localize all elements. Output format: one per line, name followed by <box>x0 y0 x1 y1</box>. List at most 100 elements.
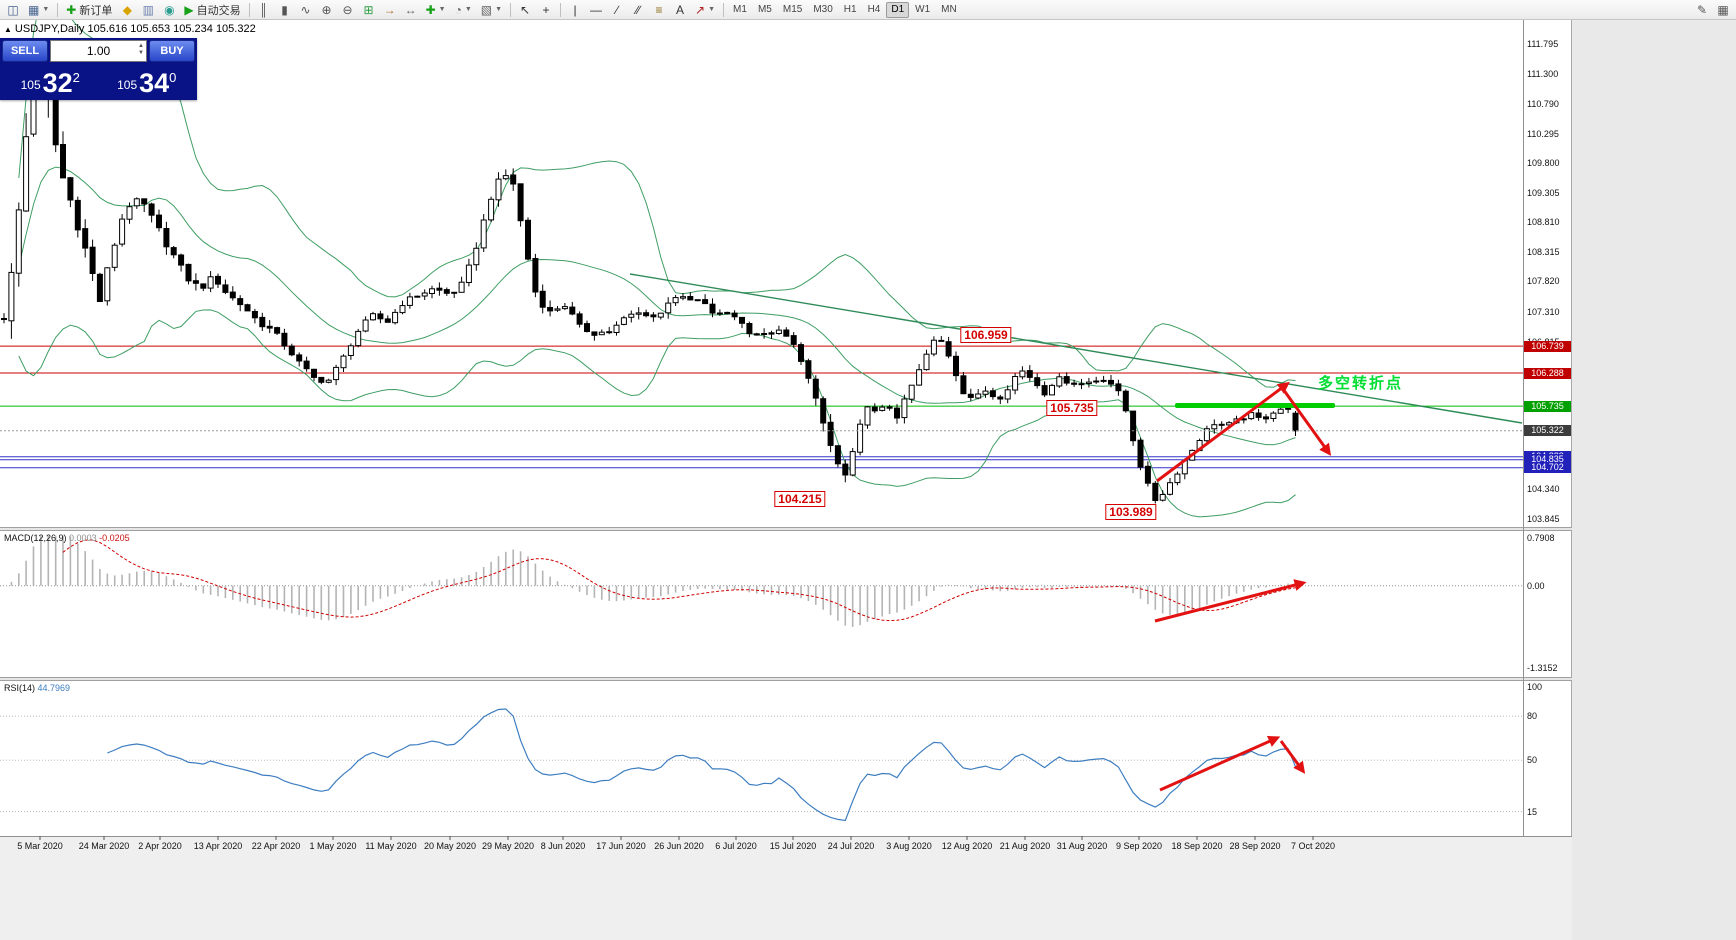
macd-header: MACD(12,26,9) 0.0003 -0.0205 <box>4 533 130 543</box>
one-click-trading-panel: SELL 1.00 ▲ ▼ BUY 105 32 2 105 34 0 <box>0 38 197 100</box>
bid-quote[interactable]: 105 32 2 <box>2 62 99 98</box>
symbol-name: USDJPY,Daily <box>14 23 85 35</box>
price-annotation-label[interactable]: 106.959 <box>960 327 1012 343</box>
timeframe-w1-button-label: W1 <box>915 4 931 15</box>
layout-icon: ▦ <box>1717 2 1729 17</box>
macd-axis-label: 0.7908 <box>1527 533 1555 543</box>
price-axis-label: 111.795 <box>1527 39 1559 49</box>
layout-button[interactable]: ▦ <box>1713 1 1733 19</box>
volume-value: 1.00 <box>86 44 111 58</box>
edit-button[interactable]: ✎ <box>1692 1 1712 19</box>
dropdown-caret-icon: ▼ <box>464 6 472 13</box>
horizontal-line-icon: — <box>590 2 603 17</box>
trendline-button[interactable]: ∕ <box>607 1 627 19</box>
autotrading-button[interactable]: ▶ 自动交易 <box>180 1 244 19</box>
bid-big-digits: 32 <box>42 68 73 99</box>
rsi-label: RSI(14) <box>4 683 36 693</box>
candlestick-chart-button[interactable]: ▮ <box>275 1 295 19</box>
text-icon: A <box>676 2 685 17</box>
new-order-button[interactable]: ✚ 新订单 <box>62 1 116 19</box>
auto-scroll-button[interactable]: → <box>380 1 400 19</box>
price-annotation-label[interactable]: 103.989 <box>1105 504 1157 520</box>
text-button[interactable]: A <box>670 1 690 19</box>
timeframe-mn-button-label: MN <box>941 4 957 15</box>
rsi-axis-label: 50 <box>1527 755 1538 766</box>
bull-bear-turning-point-note[interactable]: 多空转折点 <box>1318 375 1404 392</box>
vertical-line-button[interactable]: | <box>565 1 585 19</box>
ask-prefix: 105 <box>117 78 138 92</box>
price-axis-label: 109.800 <box>1527 158 1560 169</box>
price-annotation-label[interactable]: 104.215 <box>774 491 826 507</box>
vertical-line-icon: | <box>573 2 577 17</box>
arrows-button[interactable]: ↗ ▼ <box>691 1 719 19</box>
ask-big-digits: 34 <box>139 68 170 99</box>
spinner-up-icon[interactable]: ▲ <box>138 43 144 49</box>
templates-button[interactable]: ▧ ▼ <box>477 1 506 19</box>
timeframe-h1-button-label: H1 <box>843 4 857 15</box>
zoom-out-icon: ⊖ <box>342 2 353 17</box>
profiles-icon: ▦ <box>28 2 40 17</box>
tile-windows-button[interactable]: ⊞ <box>359 1 379 19</box>
rsi-header: RSI(14) 44.7969 <box>4 683 70 693</box>
date-axis-label: 6 Jul 2020 <box>715 841 757 851</box>
sell-button[interactable]: SELL <box>2 40 48 62</box>
date-axis-label: 7 Oct 2020 <box>1290 841 1336 851</box>
volume-spinner[interactable]: ▲ ▼ <box>138 43 144 57</box>
metaeditor-button[interactable]: ◆ <box>117 1 137 19</box>
chart-window[interactable]: ▲ USDJPY,Daily 105.616 105.653 105.234 10… <box>0 20 1572 940</box>
profiles-button[interactable]: ▦ ▼ <box>24 1 53 19</box>
cursor-button[interactable]: ↖ <box>515 1 535 19</box>
price-axis-label: 109.305 <box>1527 187 1560 198</box>
bid-prefix: 105 <box>20 78 41 92</box>
timeframe-m1-button[interactable]: M1 <box>728 2 752 18</box>
line-chart-button[interactable]: ∿ <box>296 1 316 19</box>
date-axis-label: 24 Jul 2020 <box>827 841 875 851</box>
periods-icon: ◔ <box>454 2 462 17</box>
timeframe-m30-button[interactable]: M30 <box>808 2 837 18</box>
price-axis-label: 107.820 <box>1527 276 1560 287</box>
zoom-in-icon: ⊕ <box>321 2 332 17</box>
channel-button[interactable]: ∕∕ <box>628 1 648 19</box>
price-annotation-label[interactable]: 105.735 <box>1046 400 1098 416</box>
timeframe-d1-button[interactable]: D1 <box>886 1 910 18</box>
timeframe-h1-button[interactable]: H1 <box>839 2 862 18</box>
timeframe-w1-button[interactable]: W1 <box>910 2 935 18</box>
alerts-icon: ◉ <box>164 2 175 17</box>
timeframe-mn-button[interactable]: MN <box>936 2 962 18</box>
zoom-in-button[interactable]: ⊕ <box>317 1 337 19</box>
timeframe-h4-button[interactable]: H4 <box>863 2 886 18</box>
timeframe-m5-button[interactable]: M5 <box>753 2 777 18</box>
zoom-out-button[interactable]: ⊖ <box>338 1 358 19</box>
chart-symbol-line: ▲ USDJPY,Daily 105.616 105.653 105.234 10… <box>4 23 256 35</box>
alerts-button[interactable]: ◉ <box>159 1 179 19</box>
new-order-icon: ✚ <box>66 2 77 17</box>
crosshair-button[interactable]: + <box>536 1 556 19</box>
spinner-down-icon[interactable]: ▼ <box>138 50 144 57</box>
date-axis-label: 22 Apr 2020 <box>251 841 301 851</box>
fibonacci-button[interactable]: ≡ <box>649 1 669 19</box>
timeframe-m15-button[interactable]: M15 <box>778 2 807 18</box>
ask-quote[interactable]: 105 34 0 <box>99 62 196 98</box>
window-menu-icon[interactable]: ▲ <box>4 25 12 34</box>
auto-scroll-icon: → <box>383 2 396 17</box>
date-axis-label: 9 Sep 2020 <box>1115 841 1163 851</box>
buy-button[interactable]: BUY <box>149 40 195 62</box>
chart-shift-button[interactable]: ↔ <box>401 1 421 19</box>
metaeditor-icon: ◆ <box>122 2 132 17</box>
timeframe-m1-button-label: M1 <box>733 4 747 15</box>
new-chart-button[interactable]: ◫ <box>3 1 23 19</box>
price-axis-label: 107.310 <box>1527 306 1560 317</box>
date-axis-label: 3 Aug 2020 <box>886 841 932 851</box>
timeframe-h4-button-label: H4 <box>867 4 881 15</box>
bar-chart-button[interactable]: ║ <box>254 1 274 19</box>
date-axis-label: 20 May 2020 <box>423 841 477 851</box>
volume-input[interactable]: 1.00 ▲ ▼ <box>50 40 147 62</box>
strategy-tester-button[interactable]: ▥ <box>138 1 158 19</box>
cursor-icon: ↖ <box>520 2 531 17</box>
chart-canvas[interactable] <box>0 20 1572 940</box>
toolbar-separator <box>723 2 725 17</box>
indicators-button[interactable]: ✚ ▼ <box>422 1 450 19</box>
horizontal-line-button[interactable]: — <box>586 1 606 19</box>
periods-button[interactable]: ◔ ▼ <box>451 1 476 19</box>
main-toolbar: ◫ ▦ ▼ ✚ 新订单 ◆ ▥ ◉ ▶ 自动交易 ║ ▮ ∿ ⊕ ⊖ ⊞ → ↔ ✚ ▼ ◔ ▼ ▧ ▼ ↖ + | — ∕ ∕∕ ≡ A ↗ ▼… <box>0 0 1736 20</box>
